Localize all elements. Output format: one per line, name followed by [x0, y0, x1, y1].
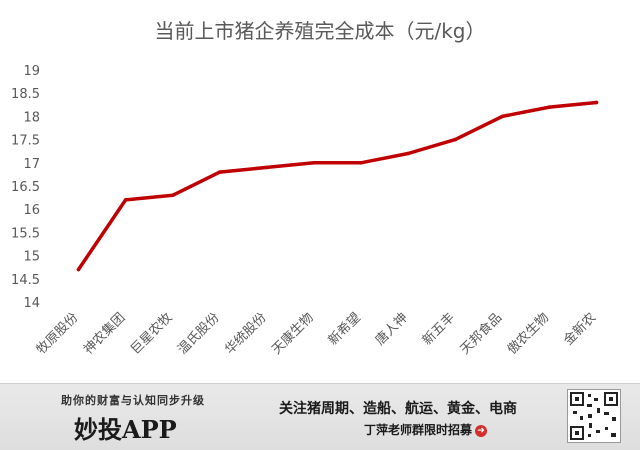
x-tick-label: 神农集团	[80, 310, 128, 358]
y-tick-label: 18	[23, 110, 40, 125]
data-point	[76, 267, 81, 272]
y-axis: 14 14.5 15 15.5 16 16.5 17 17.5 18 18.5 19	[11, 64, 40, 311]
data-point	[453, 137, 458, 142]
data-point	[500, 114, 505, 119]
banner-cta[interactable]: 丁萍老师群限时招募 ➜	[364, 421, 488, 438]
arrow-right-circle-icon: ➜	[475, 424, 488, 437]
x-tick-label: 新希望	[325, 310, 364, 349]
y-tick-label: 14.5	[11, 273, 40, 288]
y-tick-label: 17.5	[11, 134, 40, 149]
y-tick-label: 18.5	[11, 87, 40, 102]
data-point	[265, 165, 269, 170]
data-point	[312, 161, 316, 165]
data-point	[217, 170, 222, 174]
y-tick-label: 14	[23, 296, 40, 311]
data-point	[547, 105, 552, 109]
data-point	[170, 193, 175, 198]
promo-banner: 助你的财富与认知同步升级 妙投APP 关注猪周期、造船、航运、黄金、电商 丁萍老…	[0, 383, 640, 450]
x-axis: 牧原股份 神农集团 巨星农牧 温氏股份 华统股份 天康生物 新希望 唐人神 新五丰 天邦食品 傲农生…	[34, 310, 599, 358]
x-tick-label: 牧原股份	[34, 310, 81, 357]
y-tick-label: 15	[23, 250, 40, 265]
x-tick-label: 新五丰	[419, 310, 458, 349]
x-tick-label: 傲农生物	[505, 310, 552, 357]
banner-brand: 妙投APP	[74, 415, 177, 444]
banner-ad-text: 关注猪周期、造船、航运、黄金、电商	[279, 401, 517, 417]
y-tick-label: 15.5	[11, 226, 40, 241]
chart-title: 当前上市猪企养殖完全成本（元/kg）	[154, 19, 485, 43]
y-tick-label: 17	[23, 157, 40, 172]
banner-slogan: 助你的财富与认知同步升级	[61, 394, 205, 407]
x-tick-label: 天邦食品	[457, 310, 505, 358]
y-tick-label: 16	[23, 203, 40, 218]
series-line	[76, 100, 599, 272]
y-tick-label: 16.5	[11, 180, 40, 195]
x-tick-label: 温氏股份	[175, 310, 222, 357]
x-tick-label: 金新农	[560, 310, 599, 349]
data-point	[406, 151, 410, 156]
qr-code-icon	[567, 389, 621, 443]
x-tick-label: 唐人神	[372, 310, 411, 349]
data-point	[123, 198, 128, 202]
banner-cta-label: 丁萍老师群限时招募	[364, 423, 473, 437]
data-point	[594, 100, 599, 105]
data-point	[359, 161, 363, 165]
x-tick-label: 巨星农牧	[128, 310, 175, 357]
x-tick-label: 华统股份	[222, 310, 269, 357]
series-layer	[76, 100, 599, 272]
x-tick-label: 天康生物	[269, 310, 317, 358]
y-tick-label: 19	[23, 64, 40, 79]
